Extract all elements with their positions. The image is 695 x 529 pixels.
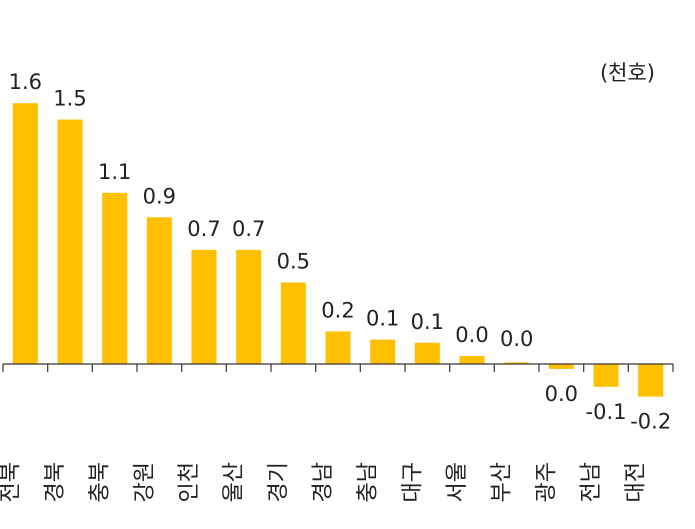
bar-7 [325,331,351,364]
category-label-group: 전북 경북 충북 강원 인천 울산 경기 경남 충남 대구 서울 부산 광주 전남 대전 [0,462,649,502]
bar-4 [191,249,217,364]
bar-11 [504,362,530,364]
category-label-12: 광주 [534,462,559,502]
category-label-5: 울산 [222,462,247,502]
value-label-10: 0.0 [455,323,488,347]
value-label-3: 0.9 [143,184,176,208]
bar-6 [280,282,306,364]
value-label-13: -0.1 [586,400,627,424]
category-label-9: 대구 [400,462,425,502]
value-label-7: 0.2 [321,298,354,322]
value-label-12: 0.0 [545,382,578,406]
value-label-6: 0.5 [277,250,310,274]
category-label-6: 경기 [266,462,291,502]
value-label-4: 0.7 [187,217,220,241]
bar-8 [370,339,396,364]
value-label-5: 0.7 [232,217,265,241]
value-label-8: 0.1 [366,307,399,331]
value-label-group: 1.61.51.10.90.7 0.70.50.2 0.1 0.10.0 0.00.0-… [9,70,672,433]
bar-14 [638,364,664,397]
category-label-14: 대전 [624,462,649,502]
unit-label: (천호) [600,61,655,85]
bar-3 [146,217,172,364]
bar-group [12,103,664,397]
value-label-9: 0.1 [411,310,444,334]
value-label-11: 0.0 [500,327,533,351]
category-label-1: 경북 [43,462,68,502]
bar-5 [236,249,262,364]
value-label-0: 1.6 [9,70,42,94]
category-label-8: 충남 [356,462,381,502]
bar-13 [593,364,619,387]
bar-12 [548,364,574,369]
category-label-13: 전남 [579,462,604,502]
category-label-3: 강원 [132,462,157,502]
value-label-14: -0.2 [630,410,671,434]
value-label-2: 1.1 [98,160,131,184]
bar-2 [102,192,128,364]
bar-9 [414,342,440,364]
bar-10 [459,355,485,364]
category-label-2: 충북 [88,462,113,502]
category-label-4: 인천 [177,462,202,502]
category-label-11: 부산 [490,462,515,502]
category-label-10: 서울 [445,462,470,502]
bar-1 [57,119,83,364]
bar-0 [12,103,38,364]
category-label-7: 경남 [311,462,336,502]
category-label-0: 전북 [0,462,23,502]
value-label-1: 1.5 [53,87,86,111]
x-axis [2,363,674,372]
